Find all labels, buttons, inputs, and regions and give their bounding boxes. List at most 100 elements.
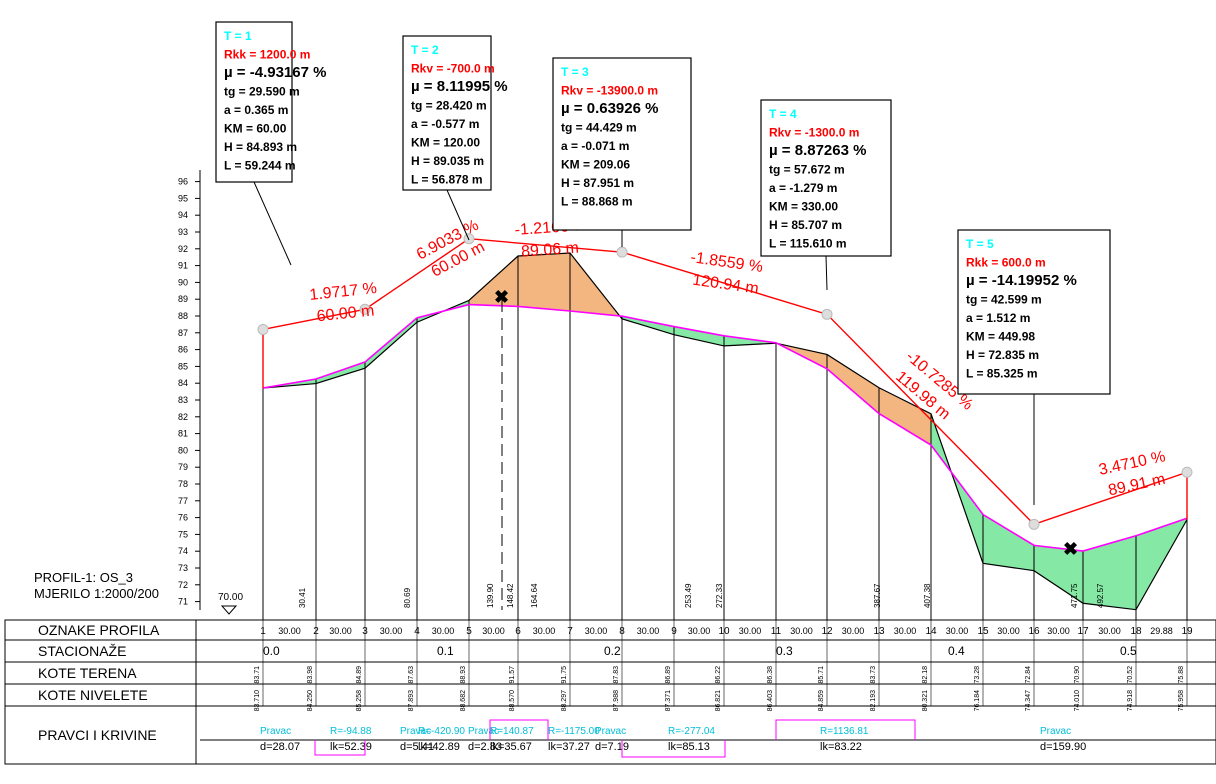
station-km: 0.5	[1120, 644, 1137, 658]
grade-value: 88.297	[561, 690, 568, 712]
y-tick-label: 84	[178, 378, 188, 388]
grade-value: 74.918	[1127, 690, 1134, 712]
y-tick-label: 73	[178, 563, 188, 573]
alignment-value: lk=85.13	[668, 741, 710, 753]
station-mark: 148.42	[506, 583, 515, 608]
grade-value: 84.250	[307, 690, 314, 712]
grade-value: 85.258	[356, 690, 363, 712]
station-km: 0.2	[604, 644, 621, 658]
curve-param-r: Rkv = -700.0 m	[411, 62, 495, 76]
alignment-type: Pravac	[595, 726, 626, 737]
curve-param-l: L = 59.244 m	[224, 159, 296, 173]
y-tick-label: 87	[178, 328, 188, 338]
table-row-label: STACIONAŽE	[38, 643, 126, 659]
grade-value: 88.682	[460, 690, 467, 712]
grade-value: 87.893	[408, 690, 415, 712]
alignment-type: R=-420.90	[418, 726, 465, 737]
grade-length-label: 60.00 m	[316, 302, 375, 325]
y-tick-label: 86	[178, 345, 188, 355]
y-tick-label: 74	[178, 546, 188, 556]
curve-param-h: H = 85.707 m	[769, 218, 842, 232]
tangent-vertex	[1181, 466, 1193, 478]
y-tick-label: 94	[178, 210, 188, 220]
curve-param-km: KM = 449.98	[966, 330, 1035, 344]
segment-length: 30.00	[329, 626, 352, 636]
table-row-label: OZNAKE PROFILA	[38, 622, 160, 638]
curve-param-l: L = 88.868 m	[561, 195, 633, 209]
curve-param-l: L = 56.878 m	[411, 173, 483, 187]
fill-area	[1083, 535, 1136, 610]
curve-param-mu: µ = -14.19952 %	[966, 272, 1077, 289]
alignment-value: lk=37.27	[548, 741, 590, 753]
curve-box	[215, 21, 293, 183]
fill-area	[1034, 545, 1083, 604]
segment-length: 30.00	[432, 626, 455, 636]
station-mark: 492.57	[1096, 583, 1105, 608]
curve-param-km: KM = 120.00	[411, 136, 480, 150]
curve-param-a: a = 0.365 m	[224, 103, 288, 117]
curve-box	[402, 35, 492, 191]
grade-value: 83.710	[254, 690, 261, 712]
alignment-type: Pravac	[260, 726, 291, 737]
station-mark: 80.69	[403, 587, 412, 608]
segment-length: 30.00	[739, 626, 762, 636]
vertex-x-marker: ✖	[494, 287, 509, 307]
grade-value: 84.859	[818, 690, 825, 712]
curve-param-h: H = 87.951 m	[561, 176, 634, 190]
grade-value: 76.184	[974, 690, 981, 712]
terrain-value: 70.90	[1074, 666, 1081, 684]
alignment-type: R=-277.04	[668, 726, 715, 737]
grade-value: 86.821	[715, 690, 722, 712]
alignment-value: d=159.90	[1040, 741, 1086, 753]
segment-length: 30.00	[278, 626, 301, 636]
segment-length: 30.00	[1047, 626, 1070, 636]
alignment-type: Pravac	[468, 726, 499, 737]
curve-bracket	[775, 719, 916, 740]
y-tick-label: 81	[178, 429, 188, 439]
grade-value: 75.958	[1178, 690, 1185, 712]
curve-param-t: T = 1	[224, 29, 252, 43]
station-mark: 164.64	[530, 583, 539, 608]
tangent-vertex	[616, 246, 628, 258]
alignment-value: d=2.83	[468, 741, 502, 753]
station-mark: 139.90	[486, 583, 495, 608]
profile-verticals	[262, 253, 1188, 620]
terrain-value: 75.88	[1178, 666, 1185, 684]
alignment-value: lk=83.22	[820, 741, 862, 753]
segment-length: 30.00	[533, 626, 556, 636]
curve-param-mu: µ = -4.93167 %	[224, 64, 326, 81]
curve-param-km: KM = 60.00	[224, 122, 287, 136]
curve-box	[552, 57, 692, 231]
curve-param-r: Rkk = 600.0 m	[966, 256, 1046, 270]
segment-length: 30.00	[842, 626, 865, 636]
curve-param-r: Rkv = -13900.0 m	[561, 84, 658, 98]
segment-length: 30.00	[585, 626, 608, 636]
y-tick-label: 91	[178, 261, 188, 271]
y-tick-label: 71	[178, 597, 188, 607]
grade-value: 87.371	[665, 690, 672, 712]
curve-param-r: Rkk = 1200.0 m	[224, 48, 310, 62]
y-tick-label: 96	[178, 177, 188, 187]
datum-label: 70.00	[218, 592, 243, 603]
curve-param-t: T = 4	[769, 107, 797, 121]
alignment-type: R=1136.81	[820, 726, 869, 737]
segment-length: 30.00	[688, 626, 711, 636]
fill-area	[622, 316, 674, 335]
curve-box	[760, 99, 892, 257]
datum-marker	[220, 605, 238, 615]
y-tick-label: 85	[178, 361, 188, 371]
y-tick-label: 89	[178, 294, 188, 304]
station-km: 0.1	[437, 644, 454, 658]
y-tick-label: 72	[178, 580, 188, 590]
curve-param-tg: tg = 42.599 m	[966, 293, 1042, 307]
curve-box	[957, 229, 1111, 395]
grade-value: 86.403	[767, 690, 774, 712]
y-tick-label: 78	[178, 479, 188, 489]
terrain-value: 86.22	[715, 666, 722, 684]
tangent-vertex	[1028, 518, 1040, 530]
elevation-axis: 96 95 94 93 92 91 90 89 88 87 86 85 84 83 82 81 80 79 78 77…	[178, 170, 201, 610]
segment-length: 30.00	[790, 626, 813, 636]
station-mark: 30.41	[298, 587, 307, 608]
tangent-vertex	[359, 303, 371, 315]
cut-area	[879, 387, 931, 446]
